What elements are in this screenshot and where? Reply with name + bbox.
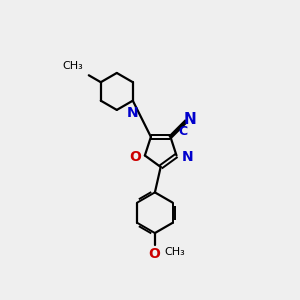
Text: CH₃: CH₃ — [62, 61, 83, 71]
Text: O: O — [129, 150, 141, 164]
Text: N: N — [127, 106, 139, 121]
Text: N: N — [184, 112, 197, 127]
Text: N: N — [182, 150, 193, 164]
Text: O: O — [148, 247, 160, 261]
Text: CH₃: CH₃ — [165, 248, 185, 257]
Text: C: C — [178, 125, 187, 138]
